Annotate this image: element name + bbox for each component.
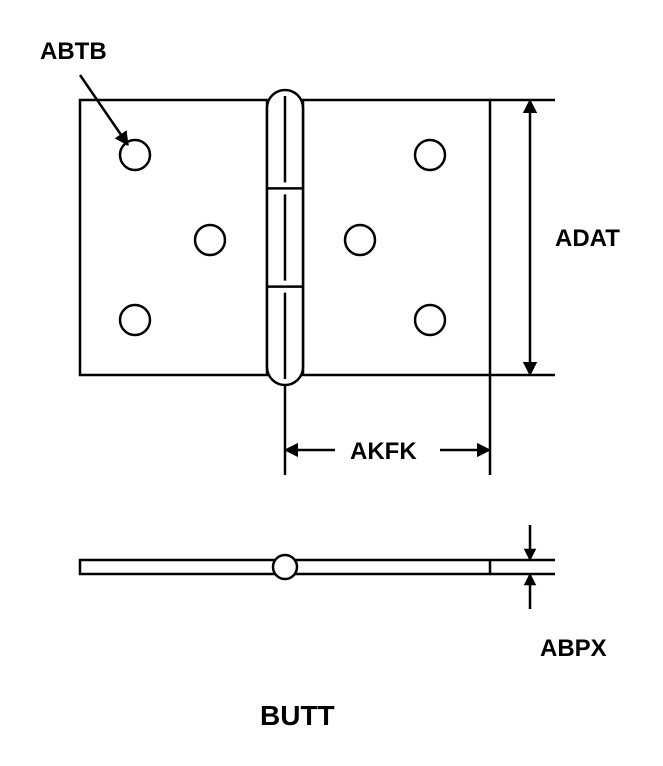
label-abtb: ABTB [40, 38, 107, 66]
label-abpx: ABPX [540, 635, 607, 663]
label-adat: ADAT [555, 225, 620, 253]
diagram-title: BUTT [260, 700, 335, 732]
label-akfk: AKFK [350, 438, 417, 466]
